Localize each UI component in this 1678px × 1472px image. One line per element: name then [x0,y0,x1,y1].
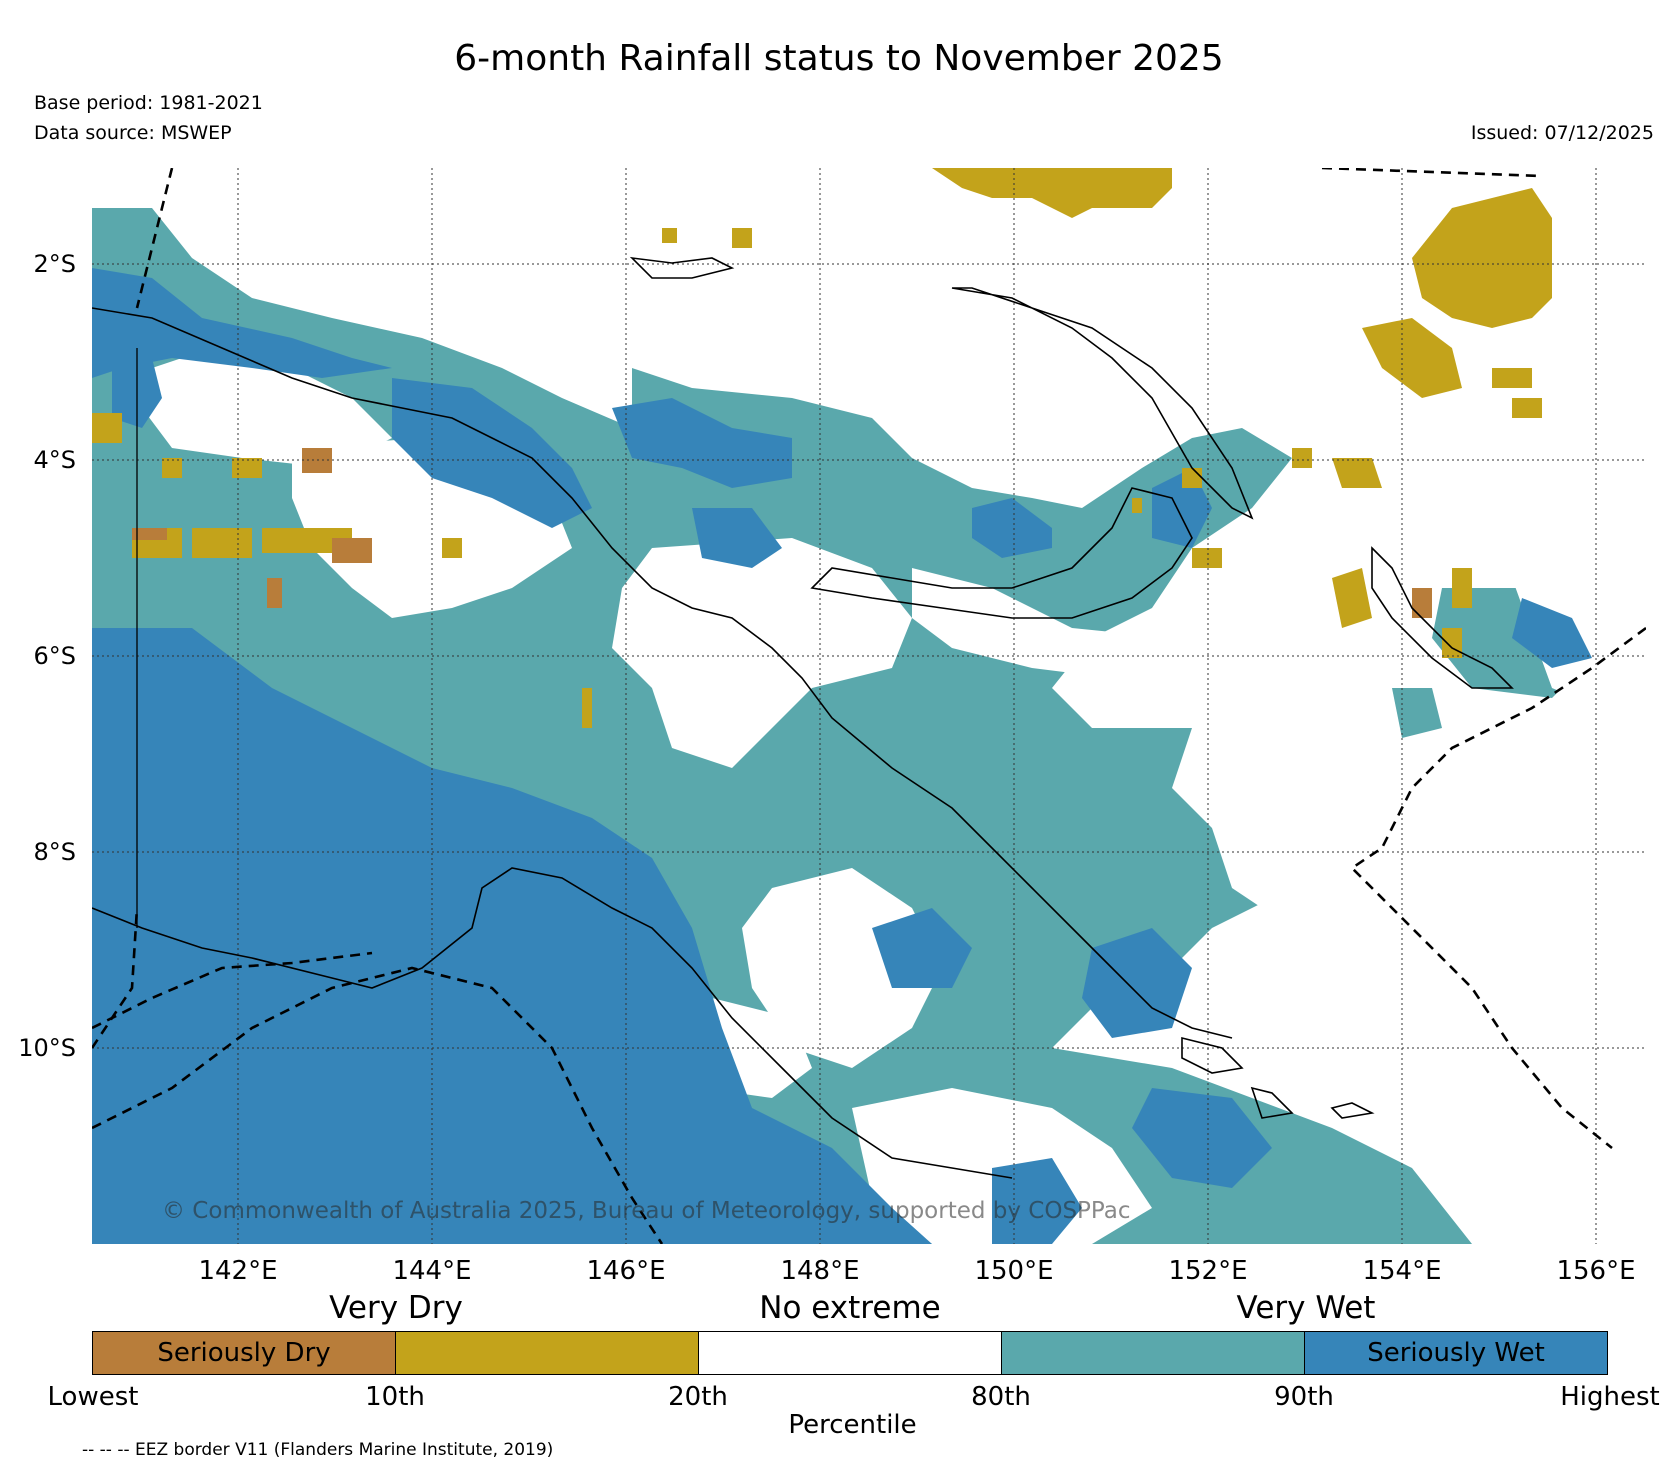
lon-label-152e: 152°E [1168,1256,1248,1286]
lat-label-10s: 10°S [18,1034,76,1062]
base-period: Base period: 1981-2021 [34,92,263,114]
percentile-highest: Highest [1560,1382,1660,1412]
lon-label-146e: 146°E [586,1256,666,1286]
legend-very-dry [396,1332,699,1374]
percentile-20th: 20th [668,1382,728,1412]
percentile-lowest: Lowest [47,1382,139,1412]
seriously-wet-regions [92,268,1592,1244]
lat-label-4s: 4°S [33,446,76,474]
legend-no-extreme [699,1332,1002,1374]
percentile-10th: 10th [365,1382,425,1412]
rainfall-map: © Commonwealth of Australia 2025, Bureau… [92,168,1646,1244]
lon-label-148e: 148°E [780,1256,860,1286]
category-very-dry: Very Dry [329,1290,463,1326]
copyright-text: © Commonwealth of Australia 2025, Bureau… [162,1198,1131,1224]
lat-label-2s: 2°S [33,250,76,278]
legend-seriously-dry: Seriously Dry [93,1332,396,1374]
lon-label-144e: 144°E [392,1256,472,1286]
eez-borders [92,168,1646,1244]
eez-note: -- -- -- EEZ border V11 (Flanders Marine… [82,1440,554,1460]
legend-seriously-wet: Seriously Wet [1305,1332,1607,1374]
graticule [92,168,1646,1244]
map-title: 6-month Rainfall status to November 2025 [454,38,1224,79]
percentile-axis-label: Percentile [788,1410,917,1440]
legend-colorbar: Seriously Dry Seriously Wet [92,1331,1608,1375]
category-no-extreme: No extreme [759,1290,941,1326]
data-source: Data source: MSWEP [34,122,232,144]
lon-label-142e: 142°E [198,1256,278,1286]
issued-date: Issued: 07/12/2025 [1470,122,1654,144]
legend-very-wet [1002,1332,1305,1374]
percentile-80th: 80th [971,1382,1031,1412]
coastlines [92,256,1514,1179]
lat-label-8s: 8°S [33,838,76,866]
lon-label-154e: 154°E [1362,1256,1442,1286]
very-dry-regions [92,168,1552,728]
lon-label-156e: 156°E [1556,1256,1636,1286]
percentile-90th: 90th [1274,1382,1334,1412]
category-very-wet: Very Wet [1236,1290,1376,1326]
lat-label-6s: 6°S [33,642,76,670]
lon-label-150e: 150°E [974,1256,1054,1286]
